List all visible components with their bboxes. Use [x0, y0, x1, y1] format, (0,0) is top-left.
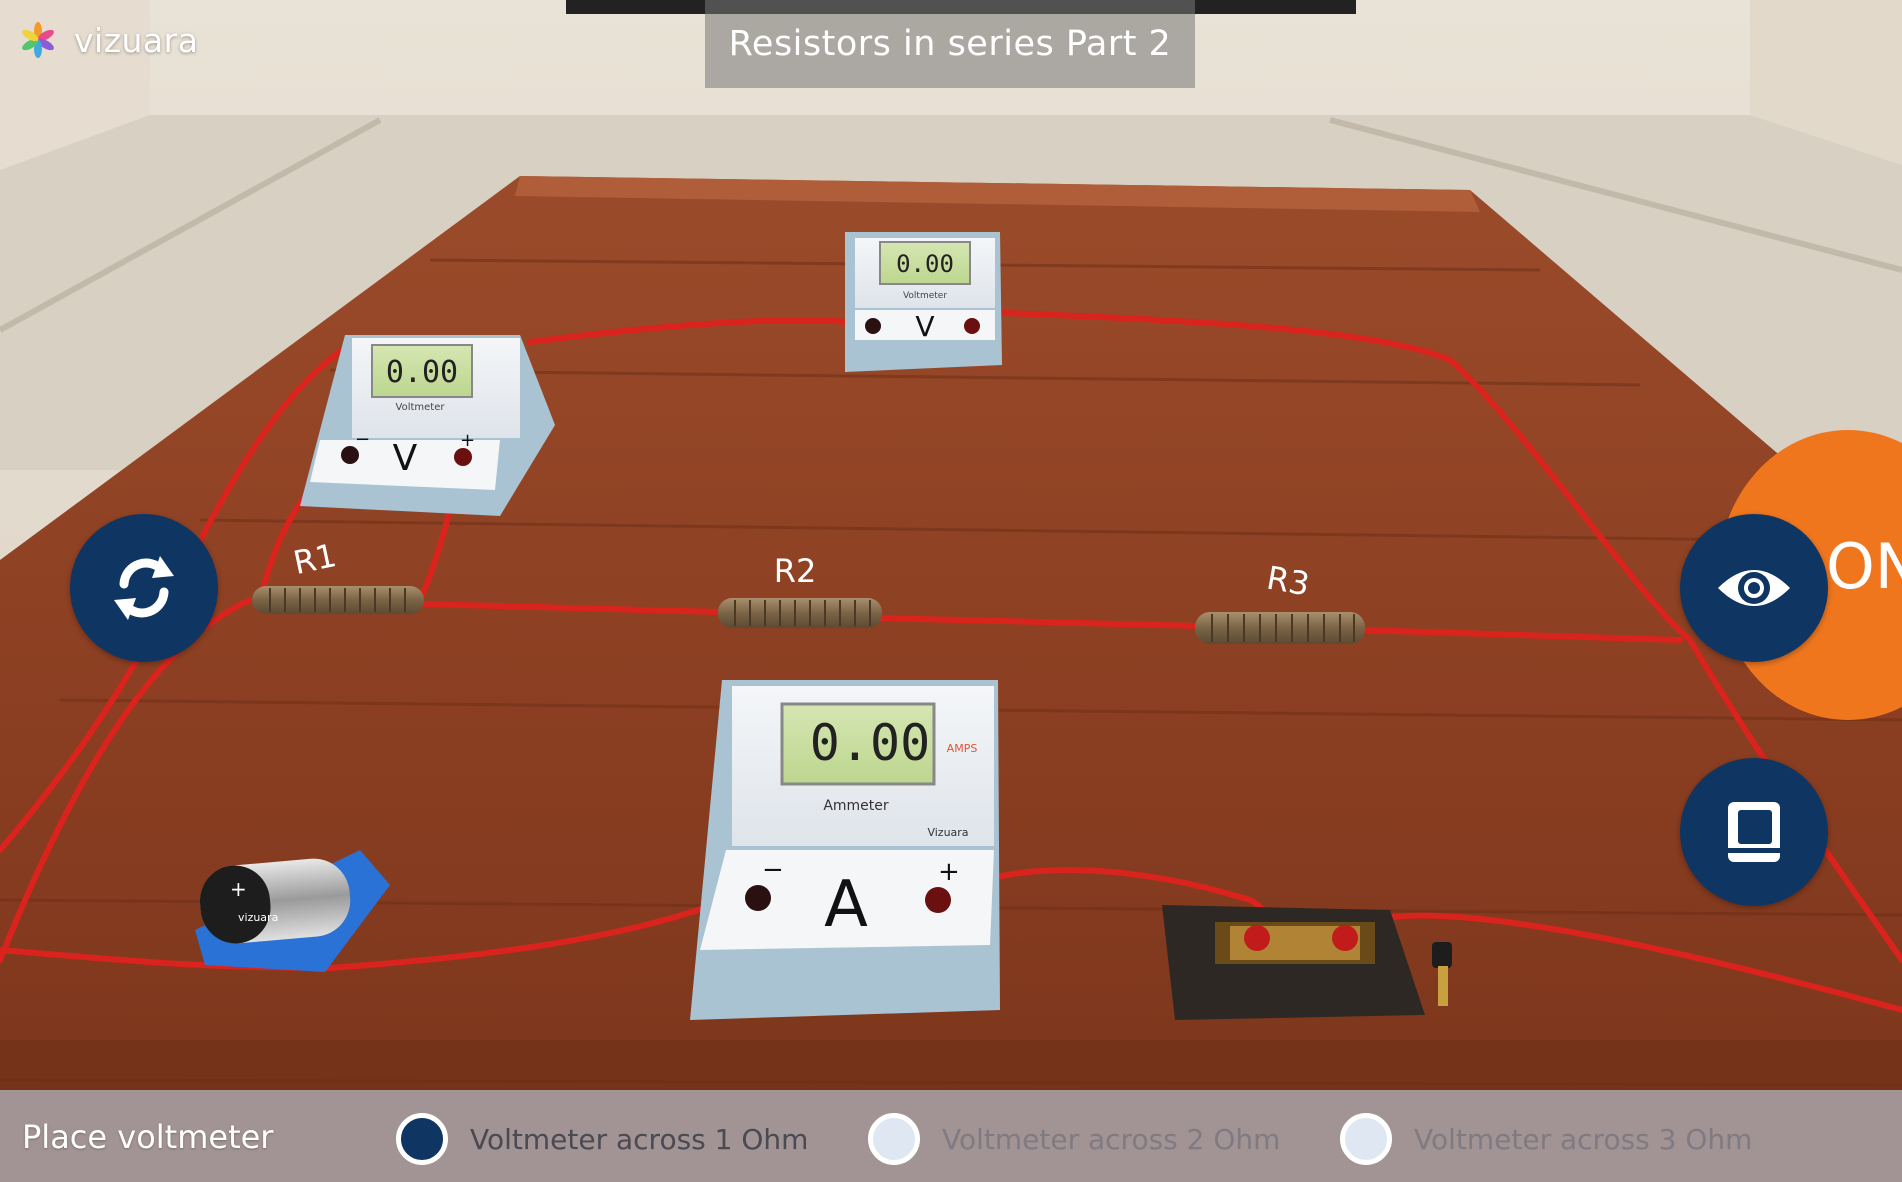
voltmeter-left-minus: − [355, 429, 370, 450]
ammeter-reading: 0.00 [810, 714, 930, 772]
view-button[interactable] [1680, 514, 1828, 662]
option-label-3-ohm: Voltmeter across 3 Ohm [1414, 1122, 1753, 1156]
voltmeter-left-plus: + [460, 430, 475, 451]
resistor-r1-label: R1 [290, 536, 340, 582]
voltmeter-top[interactable]: 0.00 Voltmeter V [845, 232, 1002, 372]
voltmeter-top-name: Voltmeter [903, 291, 947, 301]
battery-plus: + [230, 877, 247, 901]
radio-2-ohm[interactable] [868, 1113, 920, 1165]
voltmeter-top-symbol: V [915, 310, 934, 343]
ammeter-symbol: A [824, 868, 868, 942]
voltmeter-left-reading: 0.00 [386, 355, 458, 390]
resistor-r3-label: R3 [1264, 559, 1313, 604]
title-box: Resistors in series Part 2 [705, 0, 1195, 88]
ammeter-brand: Vizuara [927, 826, 968, 839]
option-voltmeter-3-ohm[interactable]: Voltmeter across 3 Ohm [1340, 1110, 1752, 1168]
option-voltmeter-1-ohm[interactable]: Voltmeter across 1 Ohm [396, 1110, 808, 1168]
ammeter-minus: − [762, 855, 784, 885]
resistor-r2[interactable]: R2 [718, 552, 882, 628]
ammeter[interactable]: 0.00 AMPS Ammeter Vizuara − + A [690, 680, 1000, 1020]
radio-3-ohm[interactable] [1340, 1113, 1392, 1165]
power-on-label: ON [1826, 530, 1902, 603]
brand: vizuara [18, 18, 198, 62]
page-title: Resistors in series Part 2 [728, 24, 1172, 64]
vizuara-logo-icon [22, 22, 54, 58]
top-bar: vizuara Resistors in series Part 2 [0, 0, 1902, 88]
ammeter-plus: + [938, 857, 960, 887]
option-label-2-ohm: Voltmeter across 2 Ohm [942, 1122, 1281, 1156]
book-button[interactable] [1680, 758, 1828, 906]
book-icon [1728, 802, 1780, 862]
bottom-bar [0, 1090, 1902, 1182]
battery[interactable]: + vizuara [195, 850, 390, 972]
plug-key[interactable] [1162, 905, 1452, 1020]
resistor-r3[interactable]: R3 [1195, 559, 1365, 644]
eye-icon [1718, 570, 1790, 606]
refresh-arrows-icon [114, 556, 174, 620]
voltmeter-top-reading: 0.00 [896, 250, 954, 278]
voltmeter-left-name: Voltmeter [396, 402, 446, 413]
ammeter-unit: AMPS [947, 742, 978, 755]
brand-name: vizuara [74, 20, 199, 60]
place-voltmeter-label: Place voltmeter [22, 1118, 274, 1156]
voltmeter-left-symbol: V [393, 438, 418, 479]
option-voltmeter-2-ohm[interactable]: Voltmeter across 2 Ohm [868, 1110, 1280, 1168]
battery-label: vizuara [238, 911, 278, 924]
radio-1-ohm[interactable] [396, 1113, 448, 1165]
option-label-1-ohm: Voltmeter across 1 Ohm [470, 1122, 809, 1156]
reset-button[interactable] [70, 514, 218, 662]
voltmeter-left[interactable]: 0.00 Voltmeter − + V [300, 335, 555, 516]
resistor-r2-label: R2 [774, 552, 817, 590]
ammeter-name: Ammeter [823, 798, 889, 814]
resistor-r1[interactable]: R1 [252, 536, 424, 614]
